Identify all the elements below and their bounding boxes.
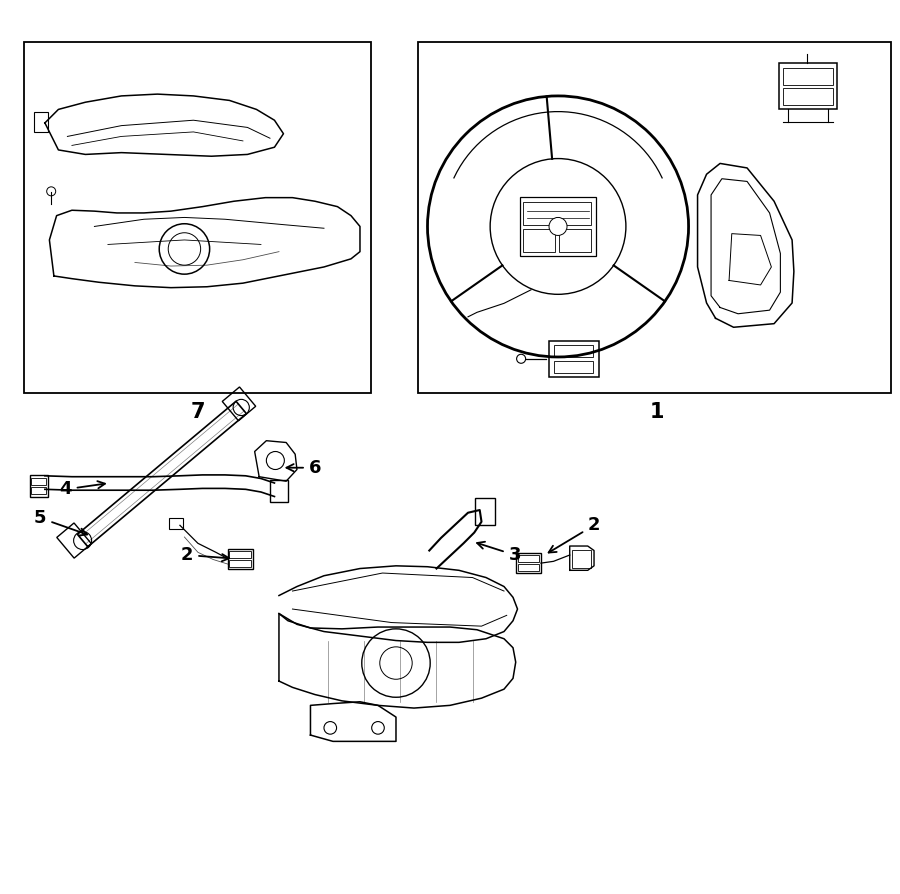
Bar [230,551,251,558]
Bar [169,519,183,529]
Bar [572,550,591,568]
Bar [24,42,371,393]
Bar [230,560,251,567]
Text: 2: 2 [181,546,230,564]
Bar [520,198,597,256]
Bar [524,202,591,225]
Bar [554,345,593,357]
Text: 5: 5 [34,509,87,536]
Circle shape [549,217,567,235]
Bar [222,387,256,421]
Text: 2: 2 [549,517,600,552]
Bar [518,555,539,562]
Text: 1: 1 [650,402,664,422]
Text: 4: 4 [59,480,105,498]
Bar [270,480,288,502]
Bar [518,564,539,571]
Bar [524,229,555,252]
Bar [57,523,92,558]
Bar [32,477,46,485]
Bar [30,475,48,496]
Bar [778,63,837,109]
Circle shape [517,354,526,363]
Bar [516,553,541,573]
Bar [418,42,891,393]
Bar [560,229,591,252]
Bar [32,486,46,493]
Bar [228,549,253,569]
Bar [783,88,832,105]
Bar [783,68,832,85]
Bar [34,112,48,132]
Text: 7: 7 [191,402,205,422]
Bar [554,360,593,373]
Text: 3: 3 [477,542,521,564]
Text: 6: 6 [286,459,321,477]
Bar [475,498,495,526]
Bar [549,341,598,376]
